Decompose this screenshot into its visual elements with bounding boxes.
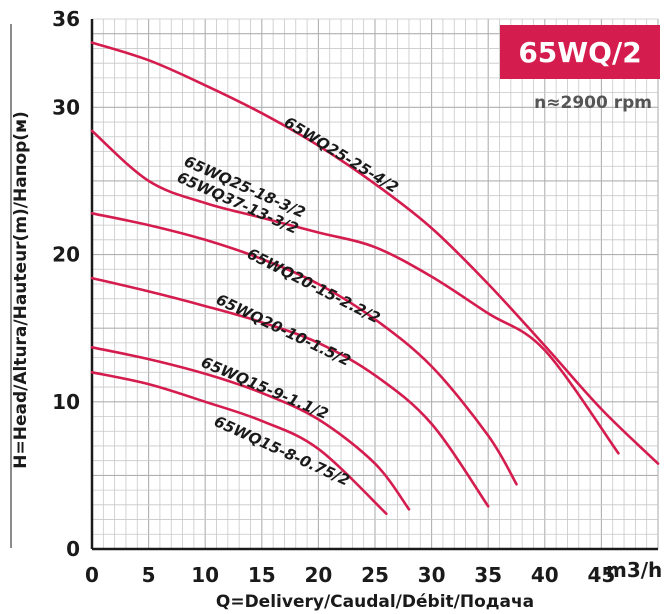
curve-label: 65WQ15-8-0.75/2 — [211, 412, 352, 489]
y-tick-label: 10 — [52, 390, 80, 414]
x-tick-label: 5 — [142, 563, 156, 587]
y-tick-label: 30 — [52, 95, 80, 119]
x-tick-label: 35 — [474, 563, 502, 587]
curve-1 — [90, 41, 660, 465]
model-badge: 65WQ/2 — [500, 25, 660, 79]
x-tick-label: 25 — [361, 563, 389, 587]
x-axis-unit: m3/h — [606, 558, 662, 582]
x-tick-label: 45 — [587, 563, 615, 587]
axes: 0 5 10 15 20 25 30 35 40 45 0 10 20 30 36 — [10, 7, 658, 587]
x-tick-label: 10 — [191, 563, 219, 587]
y-tick-label: 20 — [52, 243, 80, 267]
y-axis-label: H=Head/Altura/Hauteur(m)/Напор(м) — [11, 111, 31, 469]
x-tick-label: 40 — [531, 563, 559, 587]
curve-4 — [90, 212, 518, 486]
x-tick-label: 0 — [85, 563, 99, 587]
x-tick-label: 20 — [304, 563, 332, 587]
model-badge-box — [500, 25, 660, 79]
chart-title: 65WQ/2 — [518, 36, 641, 69]
y-tick-label: 0 — [66, 537, 80, 561]
y-tick-label: 36 — [52, 7, 80, 31]
x-axis-label: Q=Delivery/Caudal/Débit/Подача — [216, 592, 534, 612]
performance-curves — [90, 41, 660, 515]
curve-5 — [90, 276, 490, 508]
curve-7 — [90, 371, 388, 515]
curve-6 — [90, 346, 411, 511]
grid — [91, 18, 659, 550]
x-tick-label: 30 — [418, 563, 446, 587]
curve-labels: 65WQ25-25-4/265WQ25-18-3/265WQ37-13-3/26… — [174, 113, 401, 489]
speed-label: n≈2900 rpm — [534, 93, 652, 113]
curve-2 — [90, 129, 620, 455]
x-tick-label: 15 — [248, 563, 276, 587]
